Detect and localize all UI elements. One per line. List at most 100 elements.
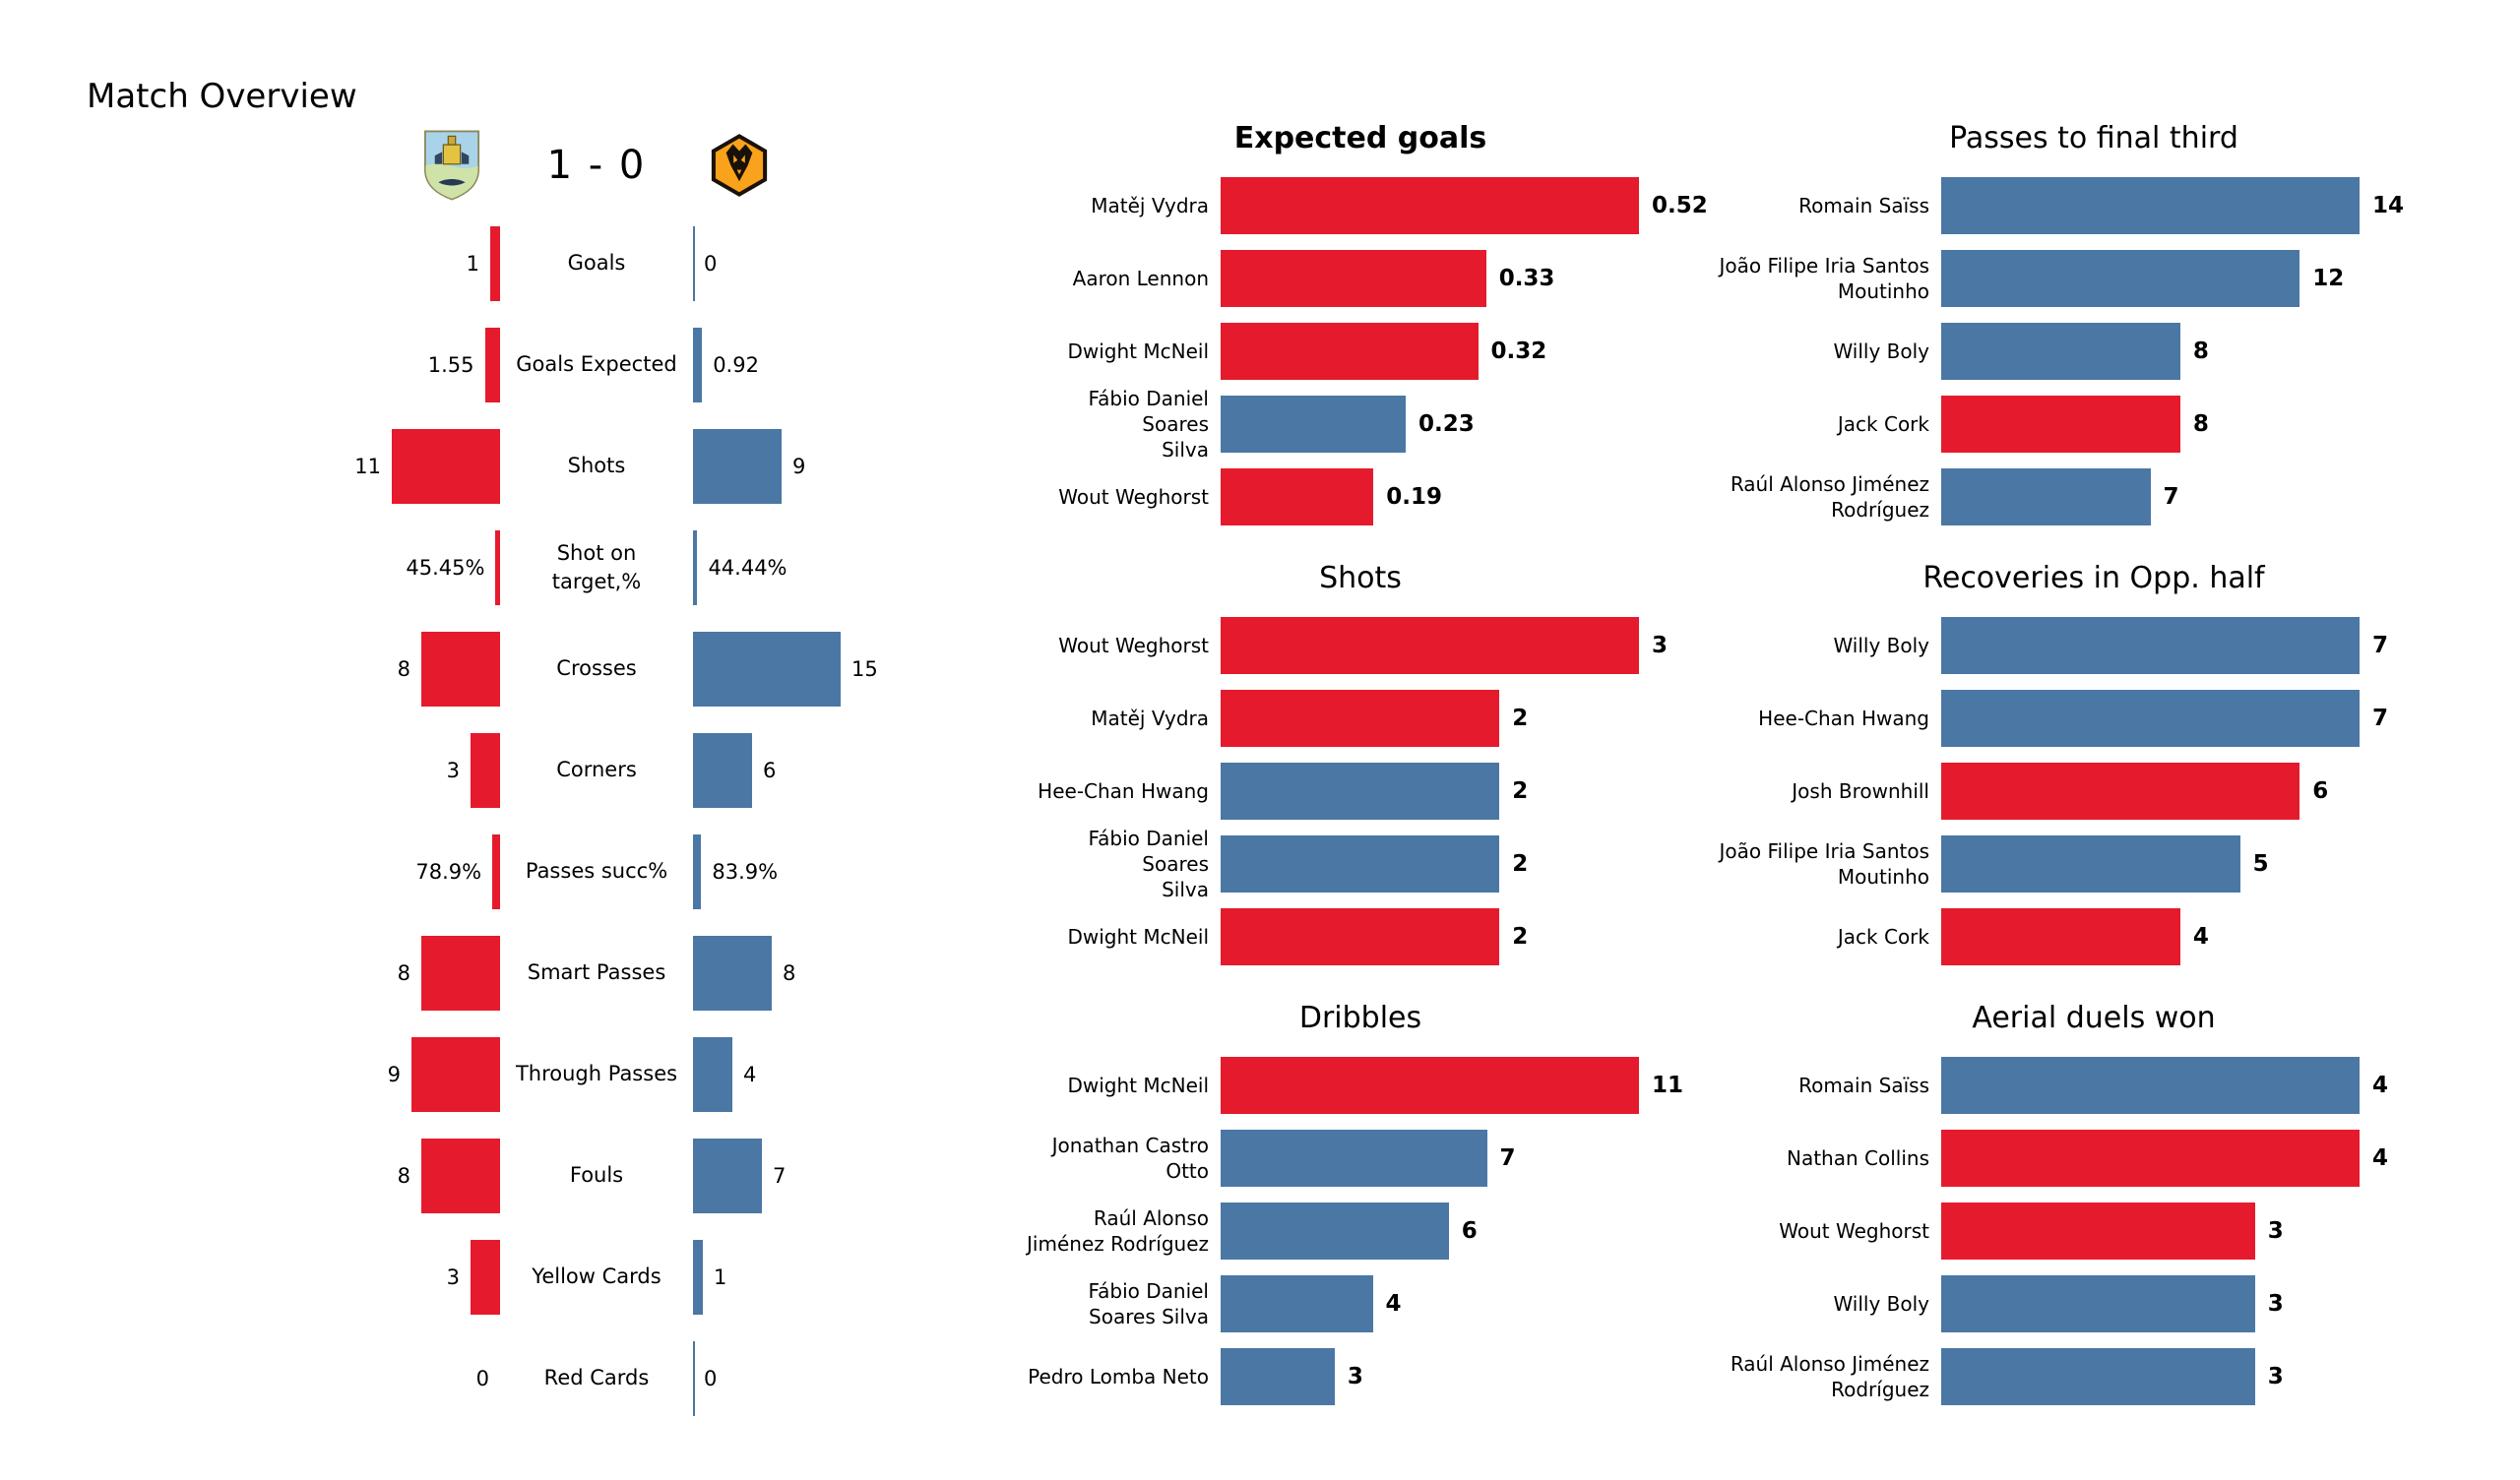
stat-row: 45.45% Shot on target,% 44.44% — [148, 517, 1045, 618]
chart-bar-value: 2 — [1512, 778, 1529, 804]
chart-bar-value: 0.23 — [1418, 411, 1475, 437]
away-stat-value: 44.44% — [708, 555, 788, 580]
chart-row: Raúl Alonso Jiménez Rodríguez 3 — [1695, 1340, 2492, 1413]
stat-label: Goals Expected — [516, 352, 677, 377]
stat-label: Shot on target,% — [551, 541, 642, 593]
chart-bar-wrap: 8 — [1941, 396, 2209, 453]
player-name-label: Willy Boly — [1833, 1292, 1929, 1316]
away-player-bar — [1941, 835, 2240, 893]
home-player-bar — [1941, 1202, 2255, 1260]
home-stat-value: 45.45% — [406, 555, 485, 580]
chart-bar-value: 8 — [2192, 339, 2209, 364]
away-stat-bar — [693, 1036, 732, 1112]
scoreboard: 1 - 0 — [421, 124, 768, 207]
away-stat-value: 1 — [714, 1264, 727, 1289]
away-stat-bar — [693, 1239, 703, 1315]
player-name-label: Jack Cork — [1837, 412, 1929, 436]
stat-row: 78.9% Passes succ% 83.9% — [148, 821, 1045, 922]
home-player-bar — [1221, 908, 1500, 965]
home-stat-value: 1.55 — [427, 352, 474, 377]
player-name-label: João Filipe Iria Santos Moutinho — [1719, 254, 1929, 303]
home-bar-zone: 8 — [148, 631, 500, 707]
away-player-bar — [1941, 1275, 2255, 1332]
chart-title-shots-players: Shots — [1319, 561, 1402, 595]
home-player-bar — [1941, 396, 2180, 453]
home-player-bar — [1941, 1130, 2360, 1187]
chart-bar-value: 12 — [2312, 266, 2345, 291]
home-stat-bar — [421, 631, 500, 707]
player-name-label: Wout Weghorst — [1058, 634, 1209, 657]
away-stat-bar — [693, 732, 752, 808]
chart-row: Pedro Lomba Neto 3 — [1016, 1340, 1705, 1413]
page-title: Match Overview — [87, 77, 357, 116]
chart-bar-wrap: 3 — [1221, 617, 1668, 674]
stat-row: 11 Shots 9 — [148, 415, 1045, 517]
away-player-bar — [1941, 250, 2300, 307]
player-name-label: Romain Saïss — [1798, 194, 1929, 217]
charts-column-right: Passes to final third Romain Saïss 14 João … — [1695, 116, 2492, 1436]
chart-bar-wrap: 2 — [1221, 763, 1528, 820]
chart-bar-wrap: 3 — [1221, 1348, 1363, 1405]
chart-bar-wrap: 3 — [1941, 1348, 2284, 1405]
team-stats-comparison: 1 Goals 0 1.55 Goals Expected 0.92 11 Shots 9 45.… — [148, 213, 1045, 1429]
stat-label: Fouls — [569, 1163, 624, 1188]
player-name-label: Raúl Alonso Jiménez Rodríguez — [1730, 1352, 1929, 1401]
chart-row: Fábio Daniel Soares Silva 4 — [1016, 1267, 1705, 1340]
away-player-bar — [1941, 690, 2360, 747]
home-bar-zone: 45.45% — [148, 529, 500, 605]
chart-row: Wout Weghorst 0.19 — [1016, 461, 1705, 533]
chart-bar-value: 6 — [2312, 778, 2329, 804]
away-bar-zone: 4 — [693, 1036, 1045, 1112]
chart-row: Romain Saïss 4 — [1695, 1049, 2492, 1122]
chart-bar-value: 4 — [2372, 1073, 2389, 1098]
home-stat-bar — [421, 935, 500, 1011]
chart-bar-value: 4 — [2192, 924, 2209, 950]
chart-bar-value: 4 — [1385, 1291, 1402, 1317]
chart-bar-wrap: 2 — [1221, 908, 1528, 965]
home-stat-value: 3 — [446, 1264, 460, 1289]
chart-row: Fábio Daniel Soares Silva 2 — [1016, 827, 1705, 901]
player-name-label: Dwight McNeil — [1067, 925, 1209, 949]
away-player-bar — [1941, 468, 2151, 525]
away-stat-bar — [693, 428, 782, 504]
home-stat-value: 8 — [397, 1163, 410, 1188]
player-name-label: Jonathan Castro Otto — [1051, 1134, 1209, 1183]
home-stat-bar — [492, 833, 500, 909]
chart-bar-wrap: 0.32 — [1221, 323, 1546, 380]
home-stat-value: 3 — [446, 758, 460, 782]
chart-bar-wrap: 7 — [1941, 468, 2179, 525]
home-stat-bar — [471, 1239, 500, 1315]
chart-bar-wrap: 8 — [1941, 323, 2209, 380]
home-stat-bar — [392, 428, 500, 504]
player-name-label: Matěj Vydra — [1091, 194, 1209, 217]
home-stat-value: 8 — [397, 656, 410, 681]
away-stat-value: 15 — [851, 656, 878, 681]
player-name-label: Wout Weghorst — [1058, 485, 1209, 509]
chart-row: Willy Boly 7 — [1695, 609, 2492, 682]
chart-bar-wrap: 14 — [1941, 177, 2404, 234]
away-player-bar — [1221, 1130, 1487, 1187]
chart-row: Aaron Lennon 0.33 — [1016, 242, 1705, 315]
player-name-label: Hee-Chan Hwang — [1758, 707, 1929, 730]
home-bar-zone: 9 — [148, 1036, 500, 1112]
player-name-label: Willy Boly — [1833, 634, 1929, 657]
chart-bar-value: 7 — [2372, 706, 2389, 731]
chart-bar-value: 5 — [2252, 851, 2269, 877]
player-name-label: Wout Weghorst — [1779, 1219, 1929, 1243]
burnley-crest-icon — [421, 129, 482, 202]
away-stat-value: 7 — [773, 1163, 787, 1188]
chart-bar-value: 8 — [2192, 411, 2209, 437]
stat-label: Passes succ% — [525, 859, 668, 884]
home-player-bar — [1941, 763, 2300, 820]
stat-label: Shots — [567, 454, 626, 478]
home-player-bar — [1221, 250, 1486, 307]
chart-row: Hee-Chan Hwang 7 — [1695, 682, 2492, 755]
home-stat-bar — [421, 1138, 500, 1213]
chart-bar-value: 0.19 — [1386, 484, 1443, 510]
home-bar-zone: 8 — [148, 935, 500, 1011]
chart-bar-value: 0.32 — [1490, 339, 1547, 364]
chart-row: Willy Boly 8 — [1695, 315, 2492, 388]
chart-row: Jack Cork 4 — [1695, 900, 2492, 973]
home-stat-bar — [490, 225, 500, 301]
